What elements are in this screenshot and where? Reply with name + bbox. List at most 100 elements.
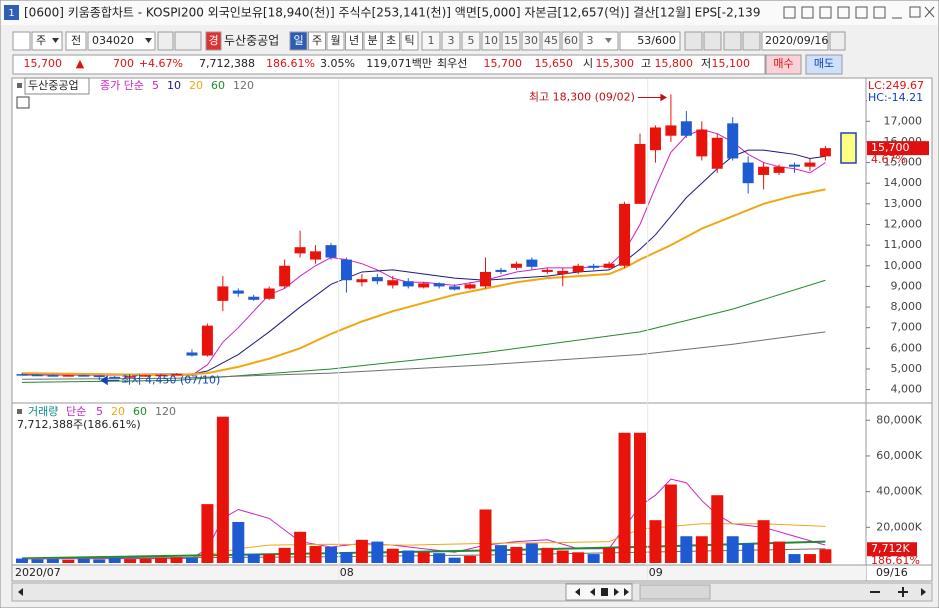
current-volume-label: 7,712K (871, 542, 910, 555)
current-change-label: 4.67% (871, 153, 906, 166)
candle-body (263, 288, 275, 299)
maximize-button[interactable] (909, 6, 921, 18)
y-tick-label: 14,000 (884, 176, 923, 189)
volume-bar (726, 536, 739, 563)
volume-bar (294, 531, 307, 563)
interval-select[interactable] (581, 31, 619, 51)
interval-button[interactable] (561, 31, 581, 51)
volume-bar (201, 504, 214, 563)
candle-body (340, 259, 352, 281)
volume-bar (464, 555, 477, 563)
candle-body (171, 373, 182, 376)
stock-name: 두산중공업 (224, 34, 279, 48)
period-label: 틱 (404, 34, 414, 47)
sell-button[interactable] (805, 54, 843, 75)
annotation: 최저 4,450 (07/10) (121, 373, 220, 386)
quote-volume: 7,712,388 (199, 57, 255, 70)
period-button[interactable] (289, 31, 308, 51)
zoom-buttons[interactable] (870, 587, 908, 597)
interval-button[interactable] (501, 31, 521, 51)
volume-bar (448, 557, 461, 563)
candle-body (804, 162, 816, 167)
legend-name-box (24, 77, 90, 95)
title-button[interactable] (801, 6, 814, 19)
interval-button[interactable] (521, 31, 541, 51)
period-label: 년 (349, 34, 359, 47)
volume-bar (711, 495, 724, 563)
volume-bar (803, 554, 816, 563)
title-button[interactable] (837, 6, 850, 19)
candle-body (16, 374, 28, 376)
tool-button[interactable] (703, 31, 722, 51)
quote-box (12, 54, 766, 75)
buy-button[interactable] (765, 54, 802, 75)
prev-button[interactable] (65, 31, 87, 51)
volume-bar (263, 554, 276, 563)
y-tick-label: 80,000K (876, 413, 922, 426)
dropdown-arrow (605, 38, 612, 43)
search-button[interactable] (157, 31, 174, 51)
legend-item: 120 (233, 79, 254, 92)
close-button[interactable] (924, 6, 935, 18)
calendar-button[interactable] (829, 31, 846, 51)
volume-bar (386, 548, 399, 563)
interval-button[interactable] (461, 31, 481, 51)
code-input[interactable] (87, 31, 156, 51)
candle-body (248, 296, 260, 300)
candle-body (588, 265, 600, 268)
tool-button[interactable] (684, 31, 703, 51)
candle-body (680, 121, 692, 136)
candle-body (572, 265, 584, 272)
volume-bar (139, 558, 152, 563)
interval-button[interactable] (441, 31, 461, 51)
volume-bar (510, 546, 523, 563)
buy-label: 매수 (773, 57, 793, 70)
candle-body (402, 281, 414, 287)
candle-body (696, 129, 708, 157)
y-tick-label: 40,000K (876, 485, 922, 498)
period-button[interactable] (326, 31, 345, 51)
interval-button[interactable] (481, 31, 501, 51)
volume-bar (402, 550, 415, 563)
volume-bar (31, 559, 44, 563)
scroll-controls[interactable] (565, 583, 633, 601)
interval-select-label: 3 (587, 34, 594, 47)
count-input[interactable] (619, 31, 681, 51)
title-bar (1, 1, 938, 25)
quote-change-pct: +4.67% (139, 57, 183, 70)
low-label: 저 (701, 57, 711, 70)
title-button[interactable] (819, 6, 832, 19)
tool-button[interactable] (742, 31, 761, 51)
volume-bar (185, 557, 198, 563)
market-select[interactable] (31, 31, 63, 51)
interval-button[interactable] (541, 31, 561, 51)
period-button[interactable] (363, 31, 382, 51)
quote-ask: 15,700 (484, 57, 523, 70)
quote-bid: 15,650 (535, 57, 574, 70)
volume-bar (788, 554, 801, 563)
sound-button[interactable] (174, 31, 202, 51)
menu-button[interactable] (12, 31, 31, 51)
interval-button[interactable] (421, 31, 441, 51)
y-tick-label: 17,000 (884, 114, 923, 127)
period-button[interactable] (308, 31, 326, 51)
candle-body (325, 245, 337, 258)
period-button[interactable] (382, 31, 400, 51)
title-button[interactable] (783, 6, 796, 19)
candle-body (418, 283, 430, 288)
candle-body (310, 251, 322, 260)
period-button[interactable] (400, 31, 419, 51)
title-button[interactable] (855, 6, 868, 19)
period-label: 주 (312, 34, 322, 47)
scroll-track[interactable] (11, 582, 933, 602)
x-tick-label: 08 (340, 566, 354, 579)
tool-button[interactable] (723, 31, 742, 51)
scroll-thumb[interactable] (639, 584, 711, 600)
date-input[interactable] (761, 31, 829, 51)
candle-body (93, 375, 105, 378)
volume-bar (355, 539, 368, 563)
candle-body (433, 283, 445, 287)
period-button[interactable] (345, 31, 363, 51)
volume-bar (77, 558, 90, 563)
title-button[interactable] (873, 6, 886, 19)
